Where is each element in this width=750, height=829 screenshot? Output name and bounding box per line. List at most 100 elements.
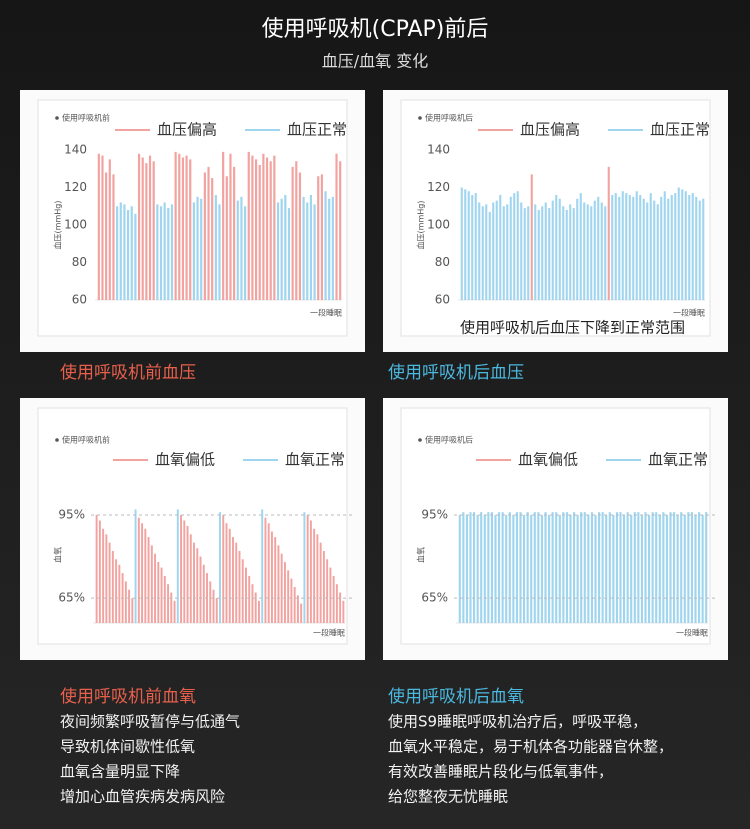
bar: [181, 157, 185, 300]
bar: [170, 592, 173, 623]
bar: [612, 514, 615, 623]
bar: [290, 578, 293, 623]
bar: [540, 514, 543, 623]
bar: [474, 193, 477, 300]
bar: [635, 191, 638, 300]
bar: [200, 198, 203, 300]
bar: [261, 509, 264, 623]
bar: [118, 564, 121, 623]
bar: [123, 204, 126, 300]
legend-label: 血压偏高: [520, 121, 580, 139]
bar: [607, 166, 610, 300]
bar: [702, 198, 705, 300]
bar: [236, 200, 239, 300]
bar: [98, 520, 101, 623]
legend-label: 血氧偏低: [518, 451, 578, 469]
bar: [490, 512, 493, 623]
bar: [614, 193, 617, 300]
label-dot: [418, 116, 422, 120]
bar: [665, 514, 668, 623]
bar: [694, 514, 697, 623]
bar: [628, 195, 631, 300]
chart-label: 使用呼吸机前: [62, 435, 110, 445]
bar: [245, 567, 247, 623]
bar: [579, 193, 582, 300]
bar: [478, 202, 481, 300]
bar: [322, 550, 325, 623]
bar: [291, 166, 294, 300]
bar: [649, 193, 652, 300]
bar: [335, 153, 338, 300]
bar: [701, 514, 704, 623]
bar: [502, 206, 505, 300]
bar: [586, 204, 589, 300]
bar: [293, 586, 296, 623]
bar: [593, 200, 596, 300]
bar: [324, 191, 327, 300]
bar: [157, 562, 160, 623]
bar: [232, 537, 234, 623]
caption-line: 导致机体间歇性低氧: [60, 738, 195, 756]
bar: [698, 200, 701, 300]
bar: [298, 172, 302, 300]
bar: [264, 517, 267, 623]
chart-label: 使用呼吸机后: [425, 113, 473, 123]
bar: [615, 512, 618, 623]
bar: [648, 514, 651, 623]
bar: [218, 204, 221, 300]
caption-line: 有效改善睡眠片段化与低氧事件，: [388, 763, 613, 781]
bar: [598, 512, 601, 623]
bar: [302, 196, 305, 300]
bar: [167, 208, 170, 300]
bar: [572, 208, 575, 300]
bar: [196, 196, 199, 300]
bar: [555, 195, 558, 300]
bar: [523, 208, 526, 300]
y-tick-label: 100: [427, 218, 450, 232]
bar: [262, 153, 265, 300]
bar: [203, 172, 206, 300]
legend-label: 血压正常: [650, 121, 710, 139]
bar: [303, 512, 306, 623]
bar: [174, 151, 177, 300]
bar: [173, 600, 176, 623]
bar: [219, 512, 221, 623]
bar: [530, 174, 533, 300]
bar: [625, 193, 628, 300]
caption-line: 夜间频繁呼吸暂停与低通气: [60, 713, 240, 731]
bar: [687, 512, 690, 623]
bar: [163, 575, 166, 623]
bar: [480, 512, 483, 623]
bar: [619, 512, 622, 623]
bar: [244, 206, 247, 300]
caption-title: 使用呼吸机后血压: [388, 362, 524, 383]
bar: [537, 210, 540, 300]
y-tick-label: 95%: [421, 507, 448, 521]
y-tick-label: 120: [427, 180, 450, 194]
bar: [313, 204, 316, 300]
bar: [105, 534, 108, 623]
bar: [637, 512, 640, 623]
bar: [646, 202, 649, 300]
bar: [569, 514, 572, 623]
bar: [178, 153, 181, 300]
bar: [328, 198, 331, 300]
bar: [167, 584, 170, 623]
bar: [170, 204, 174, 300]
y-tick-label: 95%: [58, 507, 85, 521]
y-tick-label: 140: [64, 143, 87, 157]
bar: [269, 161, 272, 300]
bar: [144, 528, 147, 623]
bar: [335, 584, 338, 623]
bar: [240, 196, 243, 300]
bar: [283, 562, 286, 623]
bar: [199, 556, 202, 623]
bar: [319, 542, 322, 623]
bar: [630, 514, 633, 623]
bar: [277, 545, 280, 623]
bar: [274, 537, 277, 623]
bar: [653, 200, 656, 300]
bar: [495, 200, 498, 300]
bar: [273, 155, 276, 300]
caption-title: 使用呼吸机前血压: [60, 362, 196, 383]
